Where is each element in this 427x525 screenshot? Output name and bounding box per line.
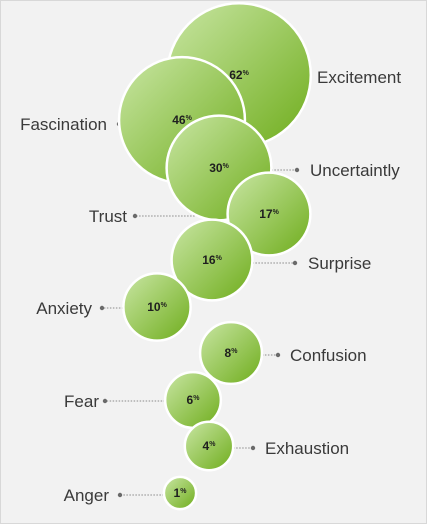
value-label-confusion: 8% [225, 346, 239, 360]
value-label-uncertaintly: 30% [209, 161, 229, 175]
category-label-confusion: Confusion [290, 346, 367, 365]
value-label-trust: 17% [259, 207, 279, 221]
leader-dot-exhaustion [250, 445, 256, 451]
value-label-excitement: 62% [229, 68, 249, 82]
value-label-surprise: 16% [202, 253, 222, 267]
leader-dot-anger [117, 492, 123, 498]
bubble-exhaustion [183, 420, 235, 472]
leader-dot-trust [132, 213, 138, 219]
bubble-anger [162, 475, 198, 511]
bubble-surprise [170, 218, 254, 302]
category-label-surprise: Surprise [308, 254, 371, 273]
bubble-confusion [198, 320, 264, 386]
leader-dot-uncertaintly [294, 167, 300, 173]
category-label-fascination: Fascination [20, 115, 107, 134]
leader-dot-anxiety [99, 305, 105, 311]
category-label-uncertaintly: Uncertaintly [310, 161, 400, 180]
category-label-exhaustion: Exhaustion [265, 439, 349, 458]
leader-dot-confusion [275, 352, 281, 358]
bubble-trust [226, 171, 312, 257]
value-label-exhaustion: 4% [203, 439, 217, 453]
category-label-trust: Trust [89, 207, 127, 226]
leader-dot-fear [102, 398, 108, 404]
leader-dot-surprise [292, 260, 298, 266]
value-label-anger: 1% [174, 486, 188, 500]
category-label-anxiety: Anxiety [36, 299, 92, 318]
value-label-fear: 6% [187, 393, 201, 407]
value-label-anxiety: 10% [147, 300, 167, 314]
category-label-excitement: Excitement [317, 68, 401, 87]
bubble-anxiety [122, 272, 192, 342]
category-label-anger: Anger [64, 486, 110, 505]
value-label-fascination: 46% [172, 113, 192, 127]
category-label-fear: Fear [64, 392, 99, 411]
